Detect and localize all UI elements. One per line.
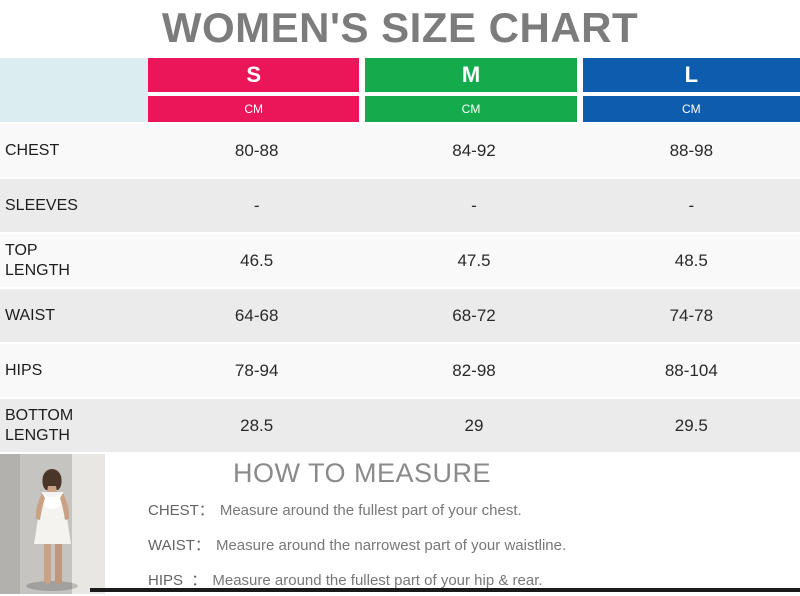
size-header-s: S: [148, 58, 360, 92]
cell-value: 82-98: [452, 360, 496, 380]
size-header-l: L: [582, 58, 800, 92]
instruction-label: WAIST：: [148, 537, 210, 554]
measure-title: HOW TO MEASURE: [233, 458, 492, 488]
row-label: BOTTOM LENGTH: [5, 407, 74, 444]
size-table: S M L CM CM CM CHEST 80-88 84-92 88-98 S…: [0, 58, 800, 452]
instruction-text: Measure around the narrowest part of you…: [215, 537, 567, 554]
how-to-measure-section: HOW TO MEASURE CHEST： Measure around the …: [0, 454, 800, 596]
table-row-sleeves: SLEEVES - - -: [0, 179, 800, 232]
instruction-hips: HIPS ： Measure around the fullest part of…: [105, 569, 800, 590]
bottom-divider: [90, 588, 800, 592]
row-label: WAIST: [5, 306, 56, 324]
cell-value: 29.5: [674, 415, 708, 435]
cell-value: 48.5: [674, 250, 708, 270]
woman-silhouette-image: [0, 454, 105, 594]
row-label: HIPS: [5, 361, 43, 379]
size-table-body: CHEST 80-88 84-92 88-98 SLEEVES - - - TO…: [0, 124, 800, 452]
page-title: WOMEN'S SIZE CHART: [161, 4, 639, 51]
cell-value: 80-88: [234, 140, 279, 160]
cell-value: -: [253, 195, 260, 215]
cell-value: 29: [464, 415, 484, 435]
size-header-m: M: [365, 58, 577, 92]
row-label: TOP LENGTH: [5, 242, 70, 279]
cell-value: 88-98: [669, 140, 714, 160]
cell-value: 88-104: [664, 360, 718, 380]
cell-value: 68-72: [452, 305, 496, 325]
unit-header-s: CM: [148, 96, 360, 122]
cell-value: -: [471, 195, 477, 215]
unit-header-m: CM: [365, 96, 577, 122]
table-row-chest: CHEST 80-88 84-92 88-98: [0, 124, 800, 177]
table-row-bottom-length: BOTTOM LENGTH 28.5 29 29.5: [0, 399, 800, 452]
instruction-text: Measure around the fullest part of your …: [212, 572, 543, 589]
unit-header-l: CM: [582, 96, 800, 122]
row-label: CHEST: [5, 141, 60, 159]
cell-value: 47.5: [457, 250, 491, 270]
table-row-waist: WAIST 64-68 68-72 74-78: [0, 289, 800, 342]
cell-value: 28.5: [240, 415, 274, 435]
instruction-text: Measure around the fullest part of your …: [219, 502, 522, 519]
cell-value: -: [688, 195, 695, 215]
cell-value: 84-92: [452, 140, 496, 160]
cell-value: 74-78: [669, 305, 714, 325]
table-corner-cell: [0, 58, 148, 122]
row-label: SLEEVES: [5, 196, 78, 214]
instruction-waist: WAIST： Measure around the narrowest part …: [105, 534, 800, 555]
cell-value: 46.5: [240, 250, 274, 270]
cell-value: 78-94: [234, 360, 279, 380]
instruction-chest: CHEST： Measure around the fullest part of…: [105, 499, 800, 520]
cell-value: 64-68: [234, 305, 279, 325]
model-photo: [0, 454, 105, 594]
instruction-label: HIPS ：: [148, 572, 207, 589]
table-row-top-length: TOP LENGTH 46.5 47.5 48.5: [0, 234, 800, 287]
measure-instructions: HOW TO MEASURE CHEST： Measure around the …: [105, 454, 800, 596]
size-table-header: S M L CM CM CM: [0, 58, 800, 122]
instruction-label: CHEST：: [148, 502, 214, 519]
table-row-hips: HIPS 78-94 82-98 88-104: [0, 344, 800, 397]
